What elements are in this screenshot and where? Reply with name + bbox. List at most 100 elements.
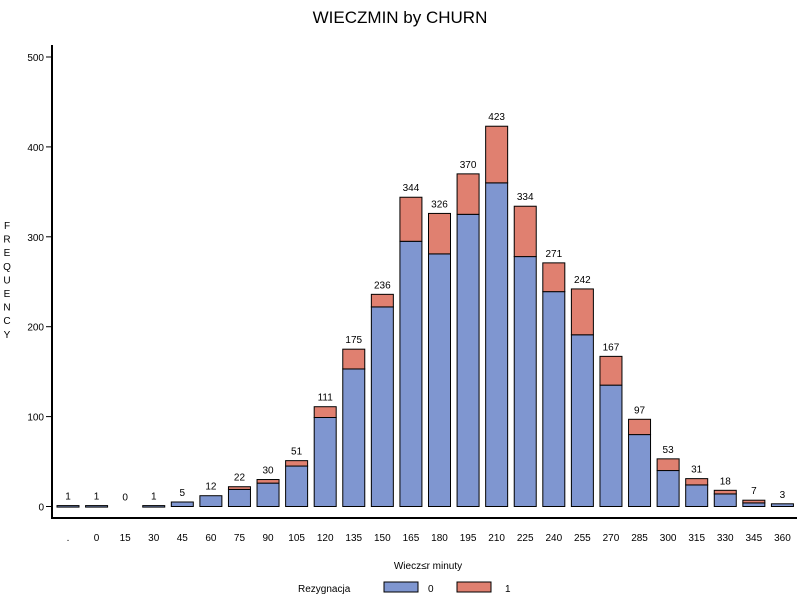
bar-segment-0-45 <box>170 501 194 508</box>
data-label-60: 12 <box>205 482 217 493</box>
x-ticks: . 0 15 30 45 60 75 90 105 120 135 150 165 180 195 210 22… <box>67 533 792 544</box>
bar-segment-0-285 <box>628 434 652 507</box>
x-tick-label: 165 <box>403 533 420 544</box>
x-tick-label: 15 <box>120 533 132 544</box>
y-tick-label: 100 <box>27 413 44 424</box>
bar-segment-0-255 <box>570 334 594 507</box>
y-axis-label-letter: C <box>3 316 10 327</box>
bar-segment-1-300 <box>656 458 680 472</box>
data-label-.: 1 <box>65 492 71 503</box>
y-tick-label: 400 <box>27 143 44 154</box>
bar-segment-0-195 <box>456 213 480 507</box>
bar-segment-1-345 <box>742 499 766 504</box>
x-tick-label: 210 <box>488 533 505 544</box>
legend-label-0: 0 <box>428 584 434 595</box>
y-axis-label-letter: F <box>4 221 10 232</box>
x-tick-label: 270 <box>603 533 620 544</box>
x-tick-label: . <box>67 533 70 544</box>
bar-segment-0-30 <box>142 505 166 508</box>
x-tick-label: 150 <box>374 533 391 544</box>
y-tick-label: 0 <box>38 503 44 514</box>
data-label-195: 370 <box>460 160 477 171</box>
data-label-0: 1 <box>94 492 100 503</box>
x-tick-label: 195 <box>460 533 477 544</box>
x-tick-label: 315 <box>688 533 705 544</box>
data-label-120: 111 <box>318 393 334 404</box>
data-label-15: 0 <box>122 493 128 504</box>
bar-segment-0-225 <box>513 256 537 507</box>
data-label-300: 53 <box>663 445 675 456</box>
data-label-105: 51 <box>291 447 303 458</box>
legend-title: Rezygnacja <box>298 584 351 595</box>
bar-segment-1-285 <box>628 418 652 436</box>
x-axis-label: Wiecz≤r minuty <box>394 561 462 572</box>
data-label-30: 1 <box>151 492 157 503</box>
x-tick-label: 360 <box>774 533 791 544</box>
y-ticks: 0 100 200 300 400 500 <box>27 53 52 514</box>
y-axis-label-letter: E <box>4 248 11 259</box>
x-tick-label: 330 <box>717 533 734 544</box>
bar-segment-0-330 <box>713 493 737 508</box>
data-label-270: 167 <box>603 342 620 353</box>
bar-segment-0-180 <box>428 253 451 507</box>
bar-segment-0-315 <box>685 484 709 508</box>
data-label-45: 5 <box>180 488 186 499</box>
data-label-150: 236 <box>374 280 391 291</box>
x-tick-label: 90 <box>262 533 274 544</box>
bars <box>56 125 794 508</box>
x-tick-label: 180 <box>431 533 448 544</box>
bar-segment-1-330 <box>713 489 737 495</box>
data-label-135: 175 <box>345 335 362 346</box>
y-axis-label-letter: N <box>3 303 10 314</box>
x-tick-label: 345 <box>746 533 763 544</box>
x-tick-label: 45 <box>177 533 189 544</box>
data-label-75: 22 <box>234 473 246 484</box>
x-tick-label: 285 <box>631 533 648 544</box>
bar-segment-0-300 <box>656 470 680 508</box>
axes <box>51 45 797 519</box>
x-tick-label: 75 <box>234 533 246 544</box>
bar-segment-0-210 <box>485 182 509 508</box>
bar-segment-0-75 <box>227 488 251 508</box>
y-axis-label-letter: Y <box>4 330 11 341</box>
bar-segment-1-195 <box>456 173 480 215</box>
x-tick-label: 240 <box>545 533 562 544</box>
chart-title: WIECZMIN by CHURN <box>313 8 488 27</box>
legend-swatch-1 <box>456 581 492 593</box>
bar-segment-0-270 <box>599 384 623 508</box>
bar-segment-0-165 <box>399 240 423 507</box>
bar-segment-0-. <box>56 505 80 508</box>
data-label-225: 334 <box>517 192 534 203</box>
bar-segment-1-315 <box>685 478 709 486</box>
data-label-255: 242 <box>574 275 591 286</box>
data-label-345: 7 <box>751 486 757 497</box>
y-axis-label-letter: Q <box>3 262 11 273</box>
bar-segment-0-105 <box>285 465 309 508</box>
bar-segment-0-240 <box>542 291 566 507</box>
data-label-210: 423 <box>488 112 505 123</box>
data-label-315: 31 <box>691 465 703 476</box>
data-label-360: 3 <box>780 490 786 501</box>
data-label-330: 18 <box>720 476 732 487</box>
bar-segment-1-150 <box>370 293 394 308</box>
data-label-285: 97 <box>634 405 646 416</box>
bar-segment-1-210 <box>485 125 509 184</box>
x-tick-label: 300 <box>660 533 677 544</box>
x-tick-label: 0 <box>94 533 100 544</box>
x-tick-label: 60 <box>205 533 217 544</box>
bar-segment-0-120 <box>313 416 337 507</box>
x-tick-label: 105 <box>288 533 305 544</box>
x-tick-label: 135 <box>345 533 362 544</box>
bar-segment-1-225 <box>513 205 537 258</box>
legend-swatch-0 <box>383 581 419 593</box>
x-tick-label: 30 <box>148 533 160 544</box>
bar-segment-1-105 <box>285 460 309 467</box>
bar-segment-0-135 <box>342 368 366 507</box>
data-labels: 1 1 0 1 5 12 22 30 51 111 175 236 344 326 370 423 334 271… <box>65 112 785 503</box>
bar-segment-1-75 <box>227 486 251 490</box>
bar-segment-0-150 <box>370 306 394 507</box>
bar-segment-1-120 <box>313 406 337 418</box>
data-label-90: 30 <box>262 466 274 477</box>
bar-segment-0-360 <box>770 503 794 508</box>
